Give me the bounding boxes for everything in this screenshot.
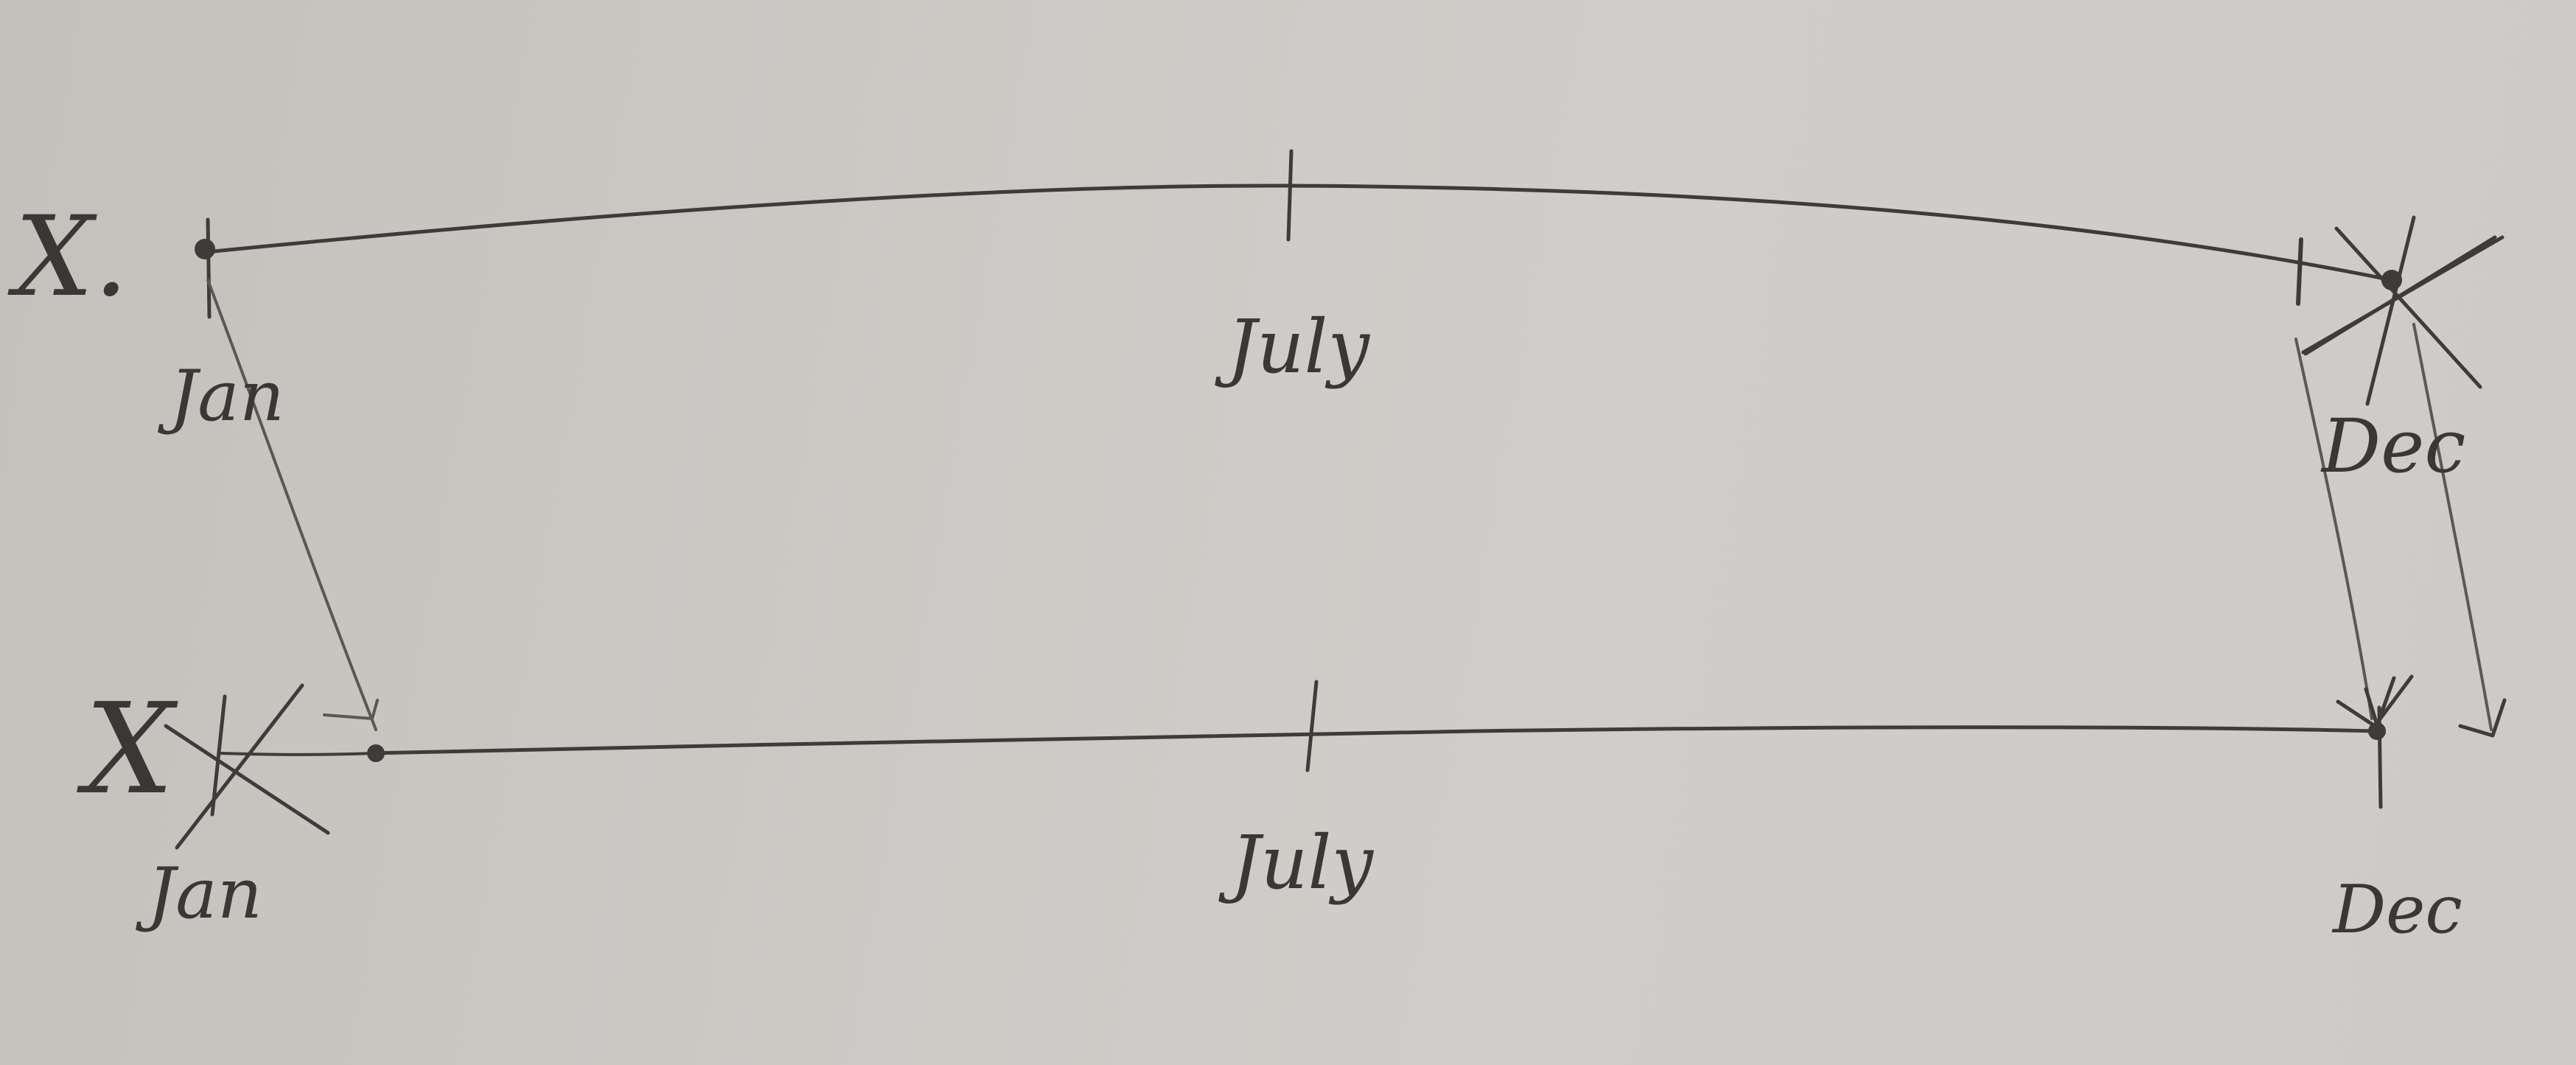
bottom-start-point [367,744,385,762]
top-july-tick [1286,149,1294,242]
dec-shift-arrowhead [2336,674,2414,728]
top-dec-tick [2296,237,2303,306]
bottom-timeline [164,680,2386,850]
dec-shift-arrow [2294,338,2373,720]
bottom-july-tick [1305,680,1319,772]
dec-extend-arrow [2412,323,2493,731]
top-timeline [195,149,2505,406]
top-july-label: July [1215,304,1370,390]
bottom-lead-segment [220,752,374,756]
top-jan-label: Jan [158,356,285,437]
jan-shift-arrow [206,279,377,731]
top-jan-tick [206,217,212,319]
bottom-jan-crossed-mark [164,683,330,850]
top-dec-label: Dec [2320,403,2465,489]
mapping-arrows [206,279,2507,738]
jan-shift-arrowhead [323,699,379,720]
top-variable-label: X. [7,193,128,321]
dec-extend-arrowhead [2458,698,2507,738]
top-timeline-line [204,184,2394,282]
bottom-dec-label: Dec [2331,871,2462,949]
top-dec-star-mark [2301,215,2505,406]
bottom-variable-label: X [77,677,178,823]
bottom-timeline-line [370,725,2379,755]
bottom-jan-label: Jan [136,853,262,935]
bottom-july-label: July [1218,820,1374,906]
top-start-point [195,239,215,259]
